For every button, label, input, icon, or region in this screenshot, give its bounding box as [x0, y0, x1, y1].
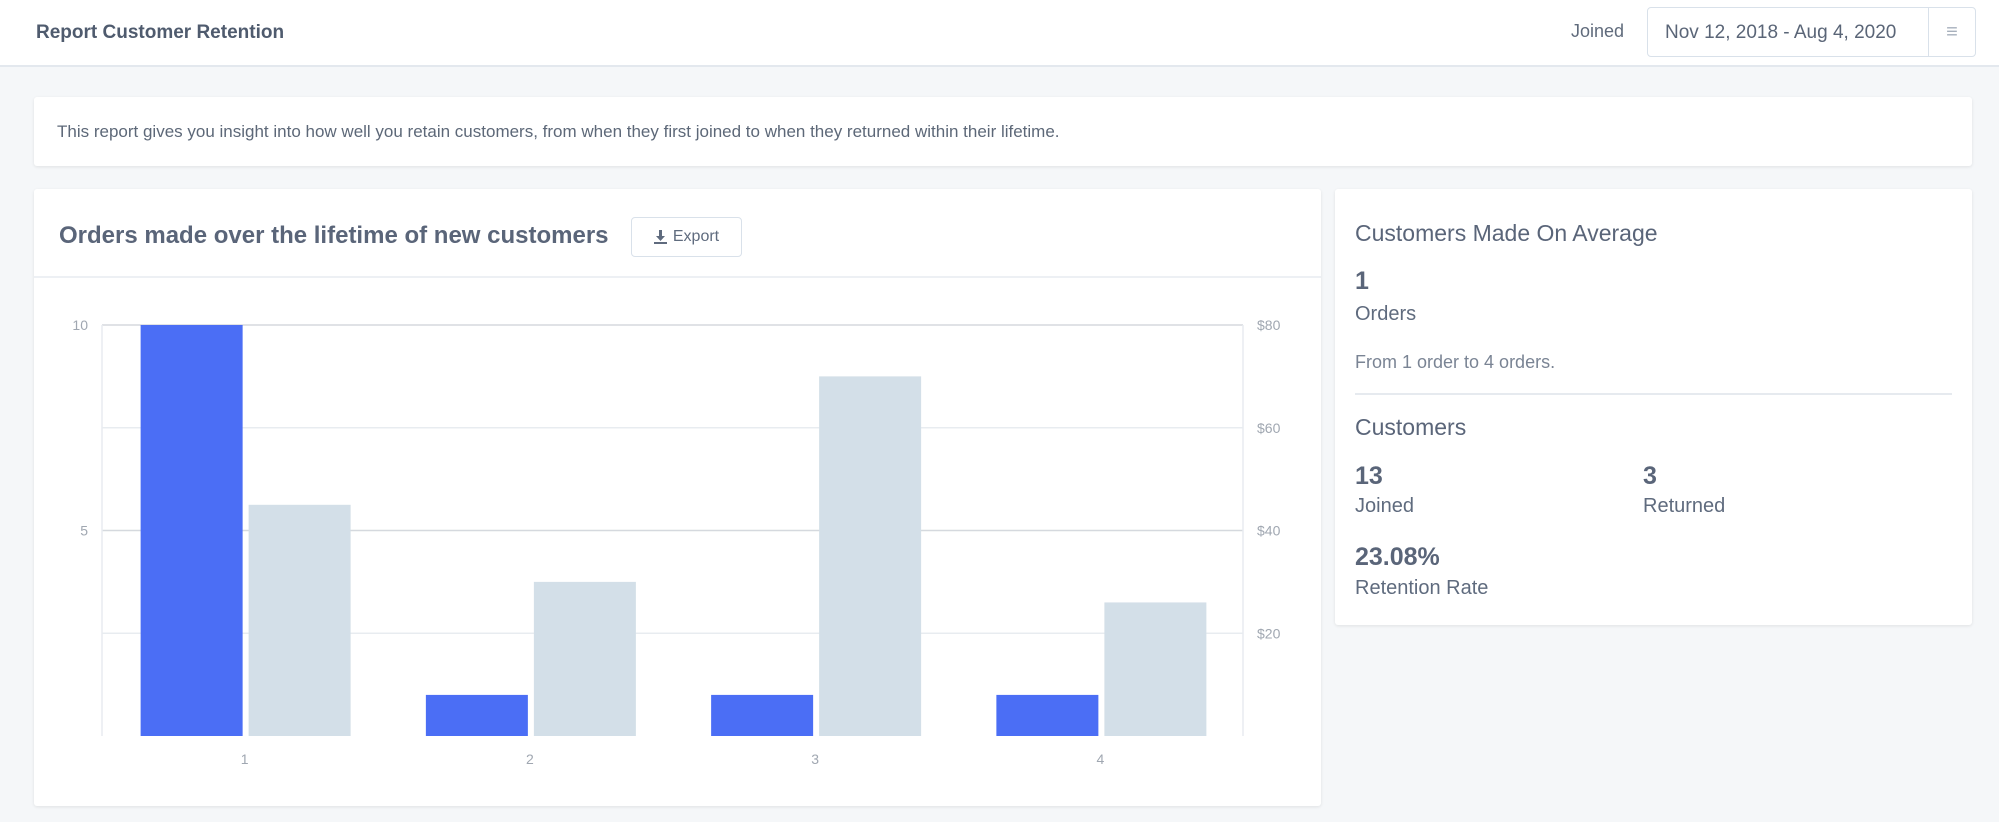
range-text: From 1 order to 4 orders.	[1355, 352, 1556, 372]
orders-chart-card: Orders made over the lifetime of new cus…	[34, 189, 1321, 806]
date-range-value[interactable]: Nov 12, 2018 - Aug 4, 2020	[1665, 22, 1897, 43]
value-bar	[1104, 602, 1207, 736]
retention-value: 23.08%	[1355, 543, 1440, 571]
retention-label: Retention Rate	[1355, 577, 1489, 599]
chart-title: Orders made over the lifetime of new cus…	[59, 222, 609, 249]
value-bar	[819, 376, 922, 736]
divider	[1355, 393, 1952, 395]
orders-bar	[140, 325, 243, 736]
x-axis-tick: 3	[811, 751, 819, 767]
joined-label: Joined	[1571, 21, 1625, 41]
left-axis-tick: 5	[80, 523, 88, 539]
page-title: Report Customer Retention	[36, 22, 285, 43]
avg-title: Customers Made On Average	[1355, 220, 1658, 246]
summary-card: Customers Made On Average 1 Orders From …	[1335, 189, 1972, 625]
orders-bar	[425, 694, 528, 736]
report-description: This report gives you insight into how w…	[34, 97, 1972, 166]
right-axis-tick: $60	[1257, 420, 1281, 436]
x-axis-tick: 2	[526, 751, 534, 767]
orders-bar	[996, 694, 1099, 736]
joined-label: Joined	[1355, 495, 1414, 517]
right-axis-tick: $20	[1257, 625, 1281, 641]
left-axis-tick: 10	[72, 317, 88, 333]
download-icon	[653, 230, 667, 244]
hamburger-icon[interactable]: ≡	[1928, 8, 1975, 56]
description-text: This report gives you insight into how w…	[57, 122, 1060, 141]
top-bar: Report Customer Retention Joined Nov 12,…	[0, 0, 1999, 67]
joined-value: 13	[1355, 462, 1383, 490]
right-axis-tick: $80	[1257, 317, 1281, 333]
right-axis-tick: $40	[1257, 523, 1281, 539]
export-button[interactable]: Export	[631, 217, 742, 257]
returned-label: Returned	[1643, 495, 1726, 517]
customers-title: Customers	[1355, 414, 1467, 440]
value-bar	[248, 504, 351, 736]
value-bar	[533, 581, 636, 736]
avg-orders-value: 1	[1355, 267, 1369, 295]
returned-value: 3	[1643, 462, 1657, 490]
orders-bar	[711, 694, 814, 736]
x-axis-tick: 4	[1096, 751, 1104, 767]
date-range-picker[interactable]: Nov 12, 2018 - Aug 4, 2020 ≡	[1647, 7, 1976, 57]
x-axis-tick: 1	[241, 751, 249, 767]
orders-label: Orders	[1355, 303, 1417, 325]
export-label: Export	[672, 228, 720, 245]
orders-bar-chart: 10 5 $80 $60 $40 $20 1 2 3 4	[72, 317, 1281, 767]
chart-card-header: Orders made over the lifetime of new cus…	[34, 189, 1321, 278]
